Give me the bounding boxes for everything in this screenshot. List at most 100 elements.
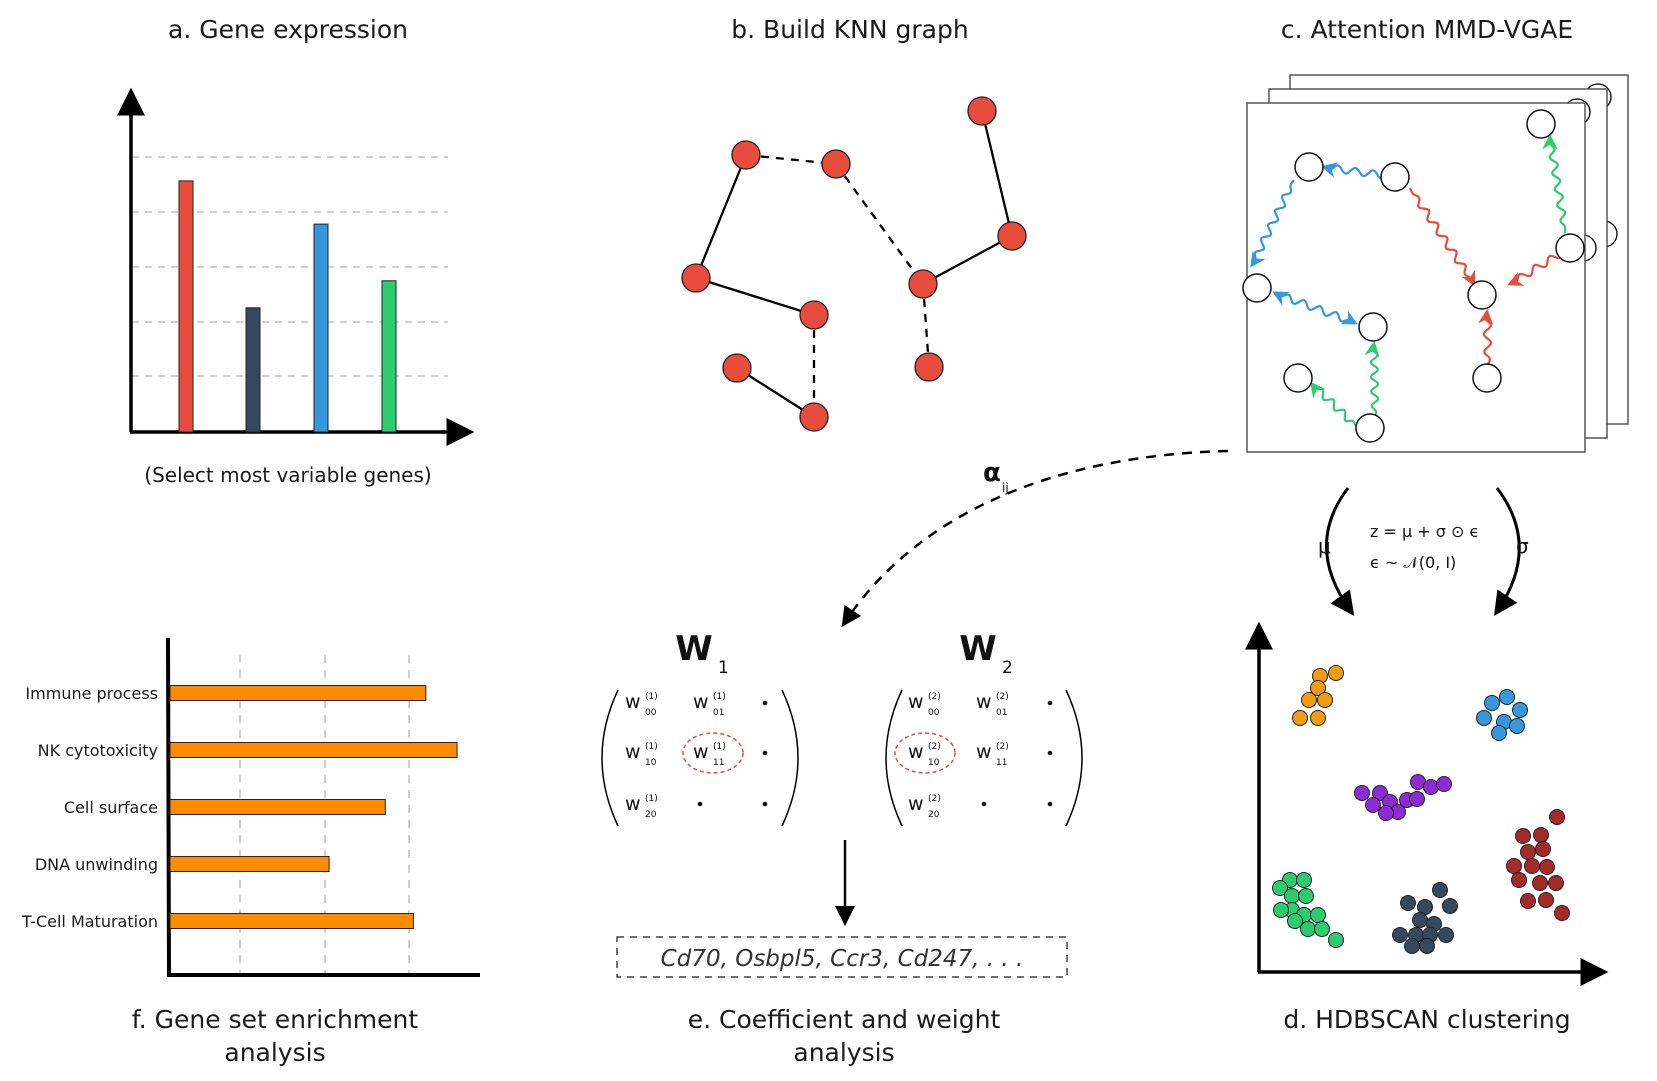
knn-node <box>799 300 829 330</box>
matrix-entry-layer: (2) <box>928 742 941 752</box>
matrix-entry-index: 00 <box>928 708 940 718</box>
attention-edge <box>1364 340 1380 418</box>
cluster-point <box>1506 858 1522 874</box>
matrix-entry-layer: (2) <box>996 692 1009 702</box>
cluster-point <box>1310 907 1326 923</box>
matrix-entry: w <box>908 741 924 763</box>
knn-dashed-edge <box>745 153 837 166</box>
knn-nodes <box>681 96 1027 432</box>
cluster-point <box>1549 809 1565 825</box>
panel-f-title-line2: analysis <box>224 1038 325 1067</box>
panel-e-title-line2: analysis <box>793 1038 894 1067</box>
cluster-point <box>1292 710 1308 726</box>
matrix-entry-index: 01 <box>713 708 724 718</box>
latent-node <box>1294 152 1324 182</box>
cluster-point <box>1436 776 1452 792</box>
cluster-point <box>1442 898 1458 914</box>
matrix-entry-layer: (1) <box>713 692 726 702</box>
knn-node <box>681 263 711 293</box>
matrix-entry: w <box>693 691 709 713</box>
sigma-arrow <box>1493 487 1521 616</box>
ellipsis-dot <box>1047 700 1053 706</box>
latent-node <box>1555 233 1585 263</box>
cluster-point <box>1378 805 1394 821</box>
latent-node <box>1467 280 1497 310</box>
cluster-point <box>1438 927 1454 943</box>
cluster-point <box>1354 785 1370 801</box>
cluster-point <box>1419 938 1435 954</box>
knn-dashed-edge <box>835 163 924 285</box>
cluster-point <box>1554 905 1570 921</box>
panel-a-title: a. Gene expression <box>168 15 408 44</box>
attention-edge <box>1272 291 1358 325</box>
matrix-entry: w <box>908 691 924 713</box>
panel-a-bars <box>178 180 397 433</box>
cluster-point <box>1484 695 1500 711</box>
matrix-entry-index: 10 <box>645 758 657 768</box>
cluster-point <box>1412 912 1428 928</box>
attention-edge <box>1250 179 1295 268</box>
matrix-w2: W 2 w (2) 00 w (2) 01 w (2) 10 w (2) 11 w (2) 20 <box>885 629 1083 827</box>
mu-label: μ <box>1318 534 1331 558</box>
knn-node <box>914 352 944 382</box>
matrix-entry: w <box>976 691 992 713</box>
attention-edge <box>1310 381 1357 427</box>
cluster-point <box>1548 875 1564 891</box>
cluster-point <box>1509 718 1525 734</box>
panel-f-title: f. Gene set enrichment <box>132 1005 419 1034</box>
matrix-entry: w <box>693 741 709 763</box>
w2-index: 2 <box>1002 658 1013 678</box>
cluster-point <box>1404 938 1420 954</box>
enrichment-term-label: NK cytotoxicity <box>38 741 158 760</box>
enrichment-bar <box>169 913 414 929</box>
cluster-point <box>1409 791 1425 807</box>
panel-d-title: d. HDBSCAN clustering <box>1283 1005 1570 1034</box>
panel-a: a. Gene expression (Select most variable… <box>117 15 475 487</box>
knn-edge <box>736 367 815 418</box>
panel-c: c. Attention MMD-VGAE <box>1242 15 1629 453</box>
w2-title: W <box>959 629 997 669</box>
latent-node <box>1358 312 1388 342</box>
enrichment-term-label: Cell surface <box>64 798 158 817</box>
matrix-entry: w <box>976 741 992 763</box>
reparam-equation: z = μ + σ ⊙ ϵ <box>1370 522 1479 541</box>
w2-left-bracket <box>885 689 903 827</box>
knn-node <box>731 140 761 170</box>
attention-edge <box>1542 133 1567 233</box>
cluster-point <box>1520 893 1536 909</box>
w2-entries: w (2) 00 w (2) 01 w (2) 10 w (2) 11 w (2) 20 <box>908 691 1053 820</box>
knn-edge <box>695 276 815 317</box>
w2-highlight <box>894 732 956 774</box>
latent-node <box>1380 162 1410 192</box>
cluster-point <box>1535 841 1551 857</box>
expression-bar <box>178 180 194 433</box>
cluster-point <box>1272 880 1288 896</box>
panel-f-y-axis <box>166 637 171 977</box>
cluster-point <box>1296 872 1312 888</box>
matrix-entry-layer: (1) <box>645 742 658 752</box>
knn-node <box>967 96 997 126</box>
cluster-point <box>1284 888 1300 904</box>
cluster-point <box>1432 882 1448 898</box>
matrix-entry-layer: (1) <box>713 742 726 752</box>
matrix-entry-index: 10 <box>928 758 940 768</box>
panel-f: Immune process NK cytotoxicity Cell surfac… <box>21 637 480 1067</box>
expression-bar <box>313 223 329 433</box>
cluster-point <box>1539 859 1555 875</box>
ellipsis-dot <box>1047 801 1053 807</box>
cluster-point <box>1328 932 1344 948</box>
latent-node <box>1355 413 1385 443</box>
cluster-point <box>1310 710 1326 726</box>
attention-edge <box>1477 308 1494 366</box>
expression-bar <box>381 280 397 433</box>
enrichment-bar <box>169 685 427 701</box>
matrix-entry-layer: (2) <box>928 692 941 702</box>
panel-b-title: b. Build KNN graph <box>731 15 968 44</box>
w1-index: 1 <box>718 658 729 678</box>
expression-bar <box>245 307 261 433</box>
matrix-entry-index: 11 <box>996 758 1007 768</box>
ellipsis-dot <box>762 700 768 706</box>
ellipsis-dot <box>762 750 768 756</box>
